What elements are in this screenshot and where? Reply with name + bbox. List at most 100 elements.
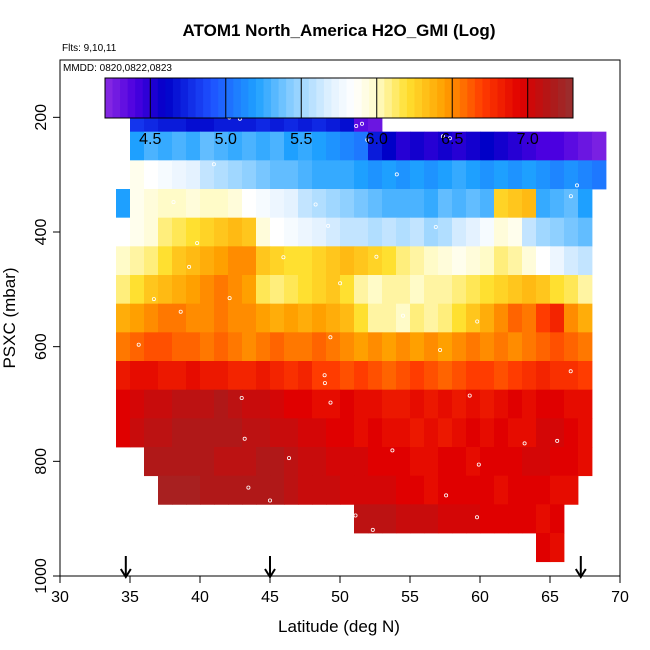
heatmap-cell	[536, 131, 551, 161]
heatmap-cell	[424, 160, 439, 190]
heatmap-cell	[368, 160, 383, 190]
sample-marker	[328, 335, 333, 340]
heatmap-cell	[256, 447, 271, 477]
heatmap-cell	[172, 275, 187, 305]
heatmap-cell	[452, 361, 467, 391]
heatmap-cell	[368, 131, 383, 161]
colorbar-swatch	[384, 78, 393, 118]
heatmap-cell	[270, 418, 285, 448]
heatmap-cell	[410, 475, 425, 505]
heatmap-cell	[172, 475, 187, 505]
heatmap-cell	[368, 303, 383, 333]
colorbar: 4.5 5.0 5.5 6.0 6.5 7.0	[104, 77, 574, 148]
heatmap-cell	[270, 275, 285, 305]
heatmap-cell	[592, 160, 607, 190]
heatmap-cell	[494, 189, 509, 219]
heatmap-cell	[522, 389, 537, 419]
sample-marker	[281, 255, 286, 260]
sample-marker	[400, 313, 405, 318]
heatmap-cell	[186, 131, 201, 161]
heatmap-cell	[312, 418, 327, 448]
y-tick-label: 400	[33, 219, 50, 246]
heatmap-cell	[158, 475, 173, 505]
heatmap-cell	[200, 447, 215, 477]
heatmap-cell	[340, 217, 355, 247]
heatmap-cell	[536, 189, 551, 219]
heatmap-cell	[480, 217, 495, 247]
heatmap-cell	[564, 303, 579, 333]
heatmap-cell	[424, 418, 439, 448]
heatmap-cell	[480, 189, 495, 219]
colorbar-swatch	[293, 78, 302, 118]
heatmap-cell	[186, 361, 201, 391]
heatmap-cell	[242, 447, 257, 477]
heatmap-cell	[130, 246, 145, 276]
heatmap-cell	[368, 361, 383, 391]
heatmap-cell	[214, 418, 229, 448]
heatmap-cell	[144, 160, 159, 190]
heatmap-cell	[452, 418, 467, 448]
heatmap-cell	[522, 160, 537, 190]
heatmap-cell	[368, 332, 383, 362]
colorbar-swatch	[520, 78, 529, 118]
heatmap-cell	[158, 189, 173, 219]
heatmap-cell	[410, 246, 425, 276]
heatmap-cell	[312, 160, 327, 190]
heatmap-cell	[200, 332, 215, 362]
heatmap-cell	[564, 389, 579, 419]
heatmap-cell	[564, 131, 579, 161]
heatmap-cell	[340, 418, 355, 448]
heatmap-cell	[438, 303, 453, 333]
colorbar-swatch	[505, 78, 514, 118]
heatmap-cell	[340, 246, 355, 276]
sample-marker	[522, 441, 527, 446]
heatmap-cell	[340, 361, 355, 391]
heatmap-cell	[536, 475, 551, 505]
heatmap-cell	[480, 447, 495, 477]
sample-marker	[568, 369, 573, 374]
colorbar-swatch	[278, 78, 287, 118]
sample-marker	[438, 347, 443, 352]
heatmap-cell	[228, 160, 243, 190]
heatmap-cell	[452, 303, 467, 333]
heatmap-cell	[508, 361, 523, 391]
colorbar-swatch	[354, 78, 363, 118]
heatmap-cell	[452, 246, 467, 276]
heatmap-cell	[396, 217, 411, 247]
heatmap-cell	[256, 275, 271, 305]
heatmap-cell	[368, 447, 383, 477]
heatmap-cell	[200, 217, 215, 247]
sample-marker	[286, 456, 291, 461]
sample-marker	[195, 241, 200, 246]
colorbar-swatch	[233, 78, 242, 118]
sample-marker	[136, 342, 141, 347]
heatmap-cell	[298, 418, 313, 448]
heatmap-cell	[522, 447, 537, 477]
heatmap-cell	[200, 275, 215, 305]
heatmap-cell	[410, 389, 425, 419]
x-axis-label: Latitude (deg N)	[278, 617, 400, 636]
heatmap-cell	[466, 361, 481, 391]
heatmap-cell	[452, 131, 467, 161]
heatmap-cell	[326, 217, 341, 247]
heatmap-cell	[438, 504, 453, 534]
heatmap-cell	[410, 361, 425, 391]
heatmap-cell	[536, 275, 551, 305]
sample-marker	[187, 264, 192, 269]
heatmap-cell	[144, 275, 159, 305]
heatmap-cell	[424, 389, 439, 419]
heatmap-cell	[564, 189, 579, 219]
heatmap-cell	[452, 217, 467, 247]
heatmap-cell	[396, 189, 411, 219]
heatmap-cell	[452, 447, 467, 477]
heatmap-cell	[564, 217, 579, 247]
heatmap-cell	[536, 533, 551, 563]
colorbar-swatch	[437, 78, 446, 118]
heatmap-cell	[410, 275, 425, 305]
heatmap-cell	[228, 418, 243, 448]
sample-marker	[467, 393, 472, 398]
colorbar-swatch	[399, 78, 408, 118]
colorbar-swatch	[112, 78, 121, 118]
colorbar-swatch	[203, 78, 212, 118]
sample-marker	[322, 381, 327, 386]
